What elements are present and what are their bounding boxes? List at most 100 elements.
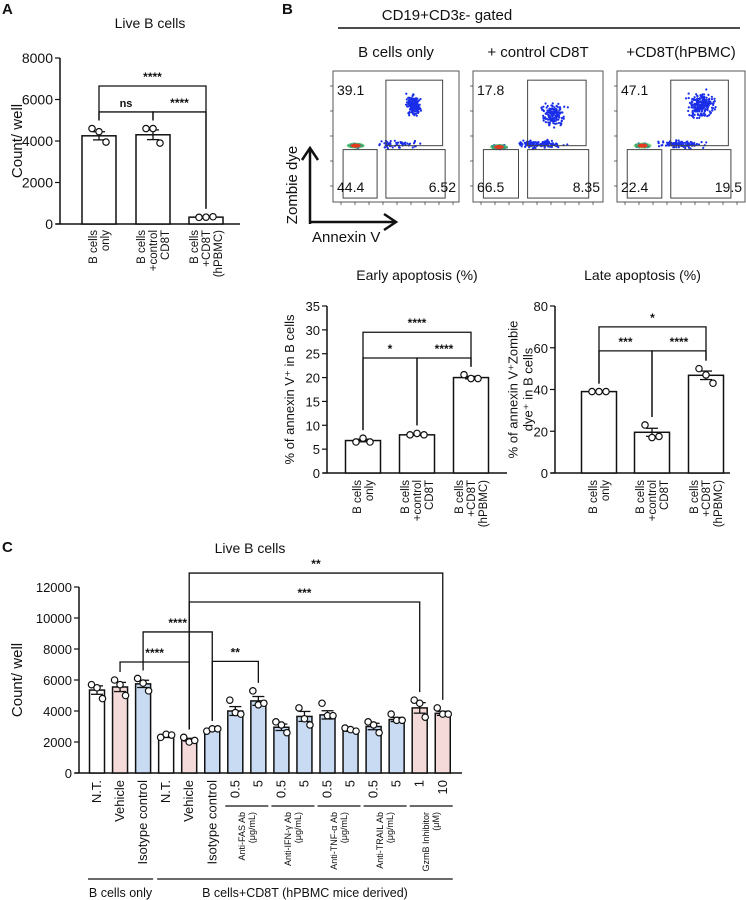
flow-event-dot (419, 142, 422, 145)
flow-event-dot (558, 106, 561, 109)
flow-event-dot (689, 143, 692, 146)
x-tick-label: B cells (88, 230, 100, 264)
significance-label: * (650, 311, 655, 325)
flow-event-dot (415, 112, 418, 115)
gate-early-value: 19.5 (715, 179, 742, 195)
flow-plot-title: B cells only (358, 44, 434, 61)
x-tick-label: 0.5 (273, 780, 288, 798)
data-point (413, 429, 421, 438)
x-tick-label: only (364, 480, 376, 501)
flow-plot-frame (472, 70, 604, 203)
flow-event-dot (550, 114, 553, 117)
x-tick-label: N.T. (158, 780, 173, 803)
flow-event-dot (401, 142, 404, 146)
data-point (655, 432, 663, 441)
flow-plots: B cells only 39.1 44.4 6.52 + control CD8T 17… (330, 44, 746, 205)
flow-event-dot (562, 115, 565, 118)
chart-B-late: Late apoptosis (%) % of annexin V⁺Zombie d… (506, 267, 730, 527)
flow-event-dot (396, 141, 399, 145)
significance-label: **** (408, 316, 427, 330)
flow-event-dot (559, 111, 562, 115)
y-tick-label: 12000 (36, 580, 72, 595)
flow-event-dot (407, 111, 410, 115)
flow-event-dot (700, 141, 703, 144)
flow-plot-1: B cells only 39.1 44.4 6.52 (330, 44, 460, 205)
data-point (144, 687, 153, 695)
subgroup-label: (μM) (431, 812, 441, 831)
data-point (410, 696, 419, 704)
flow-plot-title: + control CD8T (487, 44, 588, 61)
bar (135, 134, 171, 225)
data-point (352, 727, 360, 735)
data-point (387, 710, 395, 718)
significance-label: **** (670, 335, 689, 349)
x-tick-label: +CD8T (701, 480, 713, 517)
gate-early-value: 6.52 (429, 179, 456, 195)
flow-event-dot (688, 113, 691, 117)
y-tick-label: 0 (313, 466, 320, 481)
bar (398, 434, 436, 474)
flow-event-dot (690, 103, 693, 106)
flow-x-label: Annexin V (312, 229, 380, 246)
flow-event-dot (657, 145, 661, 148)
flow-event-dot (552, 117, 555, 120)
flow-event-dot (409, 105, 413, 108)
data-point (283, 728, 291, 737)
flow-event-dot (380, 140, 383, 143)
data-point (467, 374, 475, 383)
gate-late-value: 39.1 (337, 82, 364, 98)
flow-event-dot (407, 103, 410, 106)
flow-event-dot (700, 110, 704, 113)
data-point (149, 124, 157, 133)
y-tick-label: 5 (313, 442, 320, 457)
flow-event-dot (707, 104, 710, 107)
data-point (352, 438, 360, 446)
flow-event-dot (558, 109, 561, 112)
flow-event-dot (711, 107, 715, 110)
gate-early-apoptosis (670, 149, 732, 199)
x-tick-label: 10 (435, 780, 450, 794)
data-point (709, 379, 717, 388)
flow-event-dot (687, 96, 690, 100)
x-tick-label: Vehicle (112, 780, 127, 822)
flow-event-dot (699, 105, 702, 108)
flow-event-dot (553, 109, 556, 112)
flow-event-dot (561, 111, 564, 114)
chart-C: Live B cells Count/ well 0 2000 4000 6000 8000… (9, 540, 462, 900)
flow-density-red (637, 143, 648, 148)
x-tick-label: 0.5 (320, 780, 335, 798)
flow-event-dot (692, 116, 695, 119)
flow-event-dot (554, 117, 557, 120)
subgroup-label: Anti-FAS Ab (237, 812, 247, 861)
flow-event-dot (557, 121, 561, 125)
flow-event-dot (705, 141, 708, 144)
flow-event-dot (544, 141, 548, 144)
bar (434, 712, 451, 774)
flow-event-dot (692, 99, 695, 102)
flow-event-dot (712, 103, 715, 107)
flow-event-dot (530, 142, 533, 145)
flow-event-dot (547, 121, 550, 124)
flow-event-dot (559, 122, 563, 125)
data-point (359, 434, 367, 442)
flow-event-dot (542, 119, 545, 122)
y-tick-label: 2000 (22, 175, 53, 191)
flow-event-dot (698, 116, 701, 119)
flow-event-dot (700, 108, 704, 111)
significance-bracket (362, 357, 418, 431)
flow-event-dot (662, 140, 665, 143)
flow-event-dot (412, 106, 415, 109)
flow-event-dot (698, 108, 701, 111)
flow-event-dot (411, 146, 414, 149)
x-tick-label: N.T. (89, 780, 104, 803)
flow-event-dot (542, 114, 545, 117)
flow-event-dot (672, 146, 675, 149)
flow-event-dot (399, 140, 402, 144)
data-point (98, 694, 107, 703)
flow-event-dot (405, 92, 408, 95)
x-tick-label: B cells (454, 480, 466, 514)
data-point (213, 725, 222, 733)
flow-event-dot (542, 105, 545, 108)
flow-event-dot (700, 95, 704, 98)
